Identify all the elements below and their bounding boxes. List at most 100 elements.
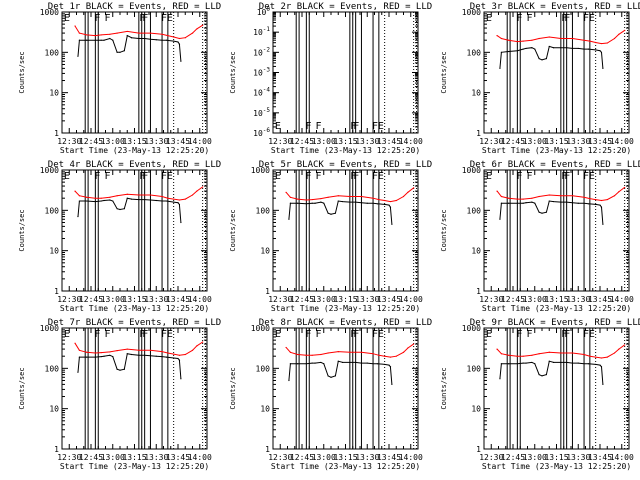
panel-title: Det 7r BLACK = Events, RED = LLD <box>48 318 221 328</box>
events-data-point <box>548 200 550 202</box>
y-tick-label: 1000 <box>40 8 59 17</box>
events-data-point <box>289 363 291 365</box>
flag-label: F <box>305 329 311 340</box>
lld-data-point <box>402 351 405 353</box>
lld-data-point <box>618 348 620 350</box>
events-data-point <box>109 37 111 40</box>
lld-data-point <box>178 37 181 40</box>
x-tick-label: 13:15 <box>544 137 568 146</box>
flag-label: F <box>161 171 167 182</box>
y-tick-label: 1 <box>54 287 59 296</box>
y-axis-label: Counts/sec <box>18 209 26 251</box>
flag-label: F <box>105 171 111 182</box>
lld-data-point <box>191 194 194 196</box>
events-data-point <box>516 363 518 365</box>
lld-data-point <box>624 344 626 346</box>
events-data-point <box>327 212 329 214</box>
events-data-point <box>155 199 157 202</box>
lld-data-point <box>94 352 96 354</box>
events-data-point <box>180 221 182 224</box>
lld-series-line <box>285 343 414 358</box>
x-tick-label: 13:45 <box>588 453 612 462</box>
events-data-point <box>583 202 585 204</box>
events-data-point <box>314 202 316 204</box>
x-tick-label: 14:00 <box>610 295 634 304</box>
events-data-point <box>384 203 386 206</box>
lld-data-point <box>372 353 374 355</box>
events-data-point <box>553 200 555 203</box>
lld-data-point <box>74 25 76 27</box>
events-data-point <box>391 223 393 225</box>
flag-label: F <box>316 329 322 340</box>
lld-data-point <box>196 190 198 192</box>
lld-data-point <box>86 351 88 353</box>
lld-data-point <box>606 198 608 201</box>
flag-label: E <box>275 171 281 182</box>
flag-label: F <box>316 171 322 182</box>
lld-series-line <box>74 24 203 40</box>
events-data-point <box>342 200 344 203</box>
y-tick-label: 1000 <box>251 166 270 175</box>
events-data-point <box>583 363 585 365</box>
y-tick-label: 1 <box>54 129 59 138</box>
lld-data-point <box>522 40 524 42</box>
events-data-point <box>531 201 533 203</box>
flag-label: F <box>142 171 148 182</box>
events-data-point <box>522 202 524 204</box>
events-data-point <box>602 383 604 385</box>
x-tick-label: 13:45 <box>588 137 612 146</box>
lld-data-point <box>613 37 616 40</box>
lld-data-point <box>161 350 163 353</box>
flag-label: F <box>372 171 378 182</box>
events-series-line <box>499 45 604 69</box>
y-tick-label: 1 <box>265 445 270 454</box>
lld-data-point <box>285 346 287 349</box>
events-data-point <box>516 50 518 52</box>
lld-data-point <box>196 28 198 30</box>
flag-label: F <box>105 329 111 340</box>
lld-data-point <box>116 195 118 197</box>
x-tick-label: 13:45 <box>166 453 190 462</box>
events-data-point <box>600 366 603 368</box>
events-data-point <box>126 34 128 37</box>
events-data-point <box>553 361 555 364</box>
lld-data-point <box>167 34 169 37</box>
events-data-point <box>500 202 502 204</box>
events-data-point <box>100 39 102 41</box>
lld-data-point <box>560 37 562 40</box>
events-data-point <box>126 353 128 355</box>
events-data-point <box>178 359 181 361</box>
lld-data-point <box>389 200 392 203</box>
events-data-point <box>131 353 133 356</box>
y-axis-label: Counts/sec <box>18 367 26 409</box>
events-data-point <box>161 200 163 202</box>
events-data-point <box>165 200 167 202</box>
events-data-point <box>155 39 157 41</box>
flag-label: E <box>64 13 70 24</box>
lld-data-point <box>624 29 626 31</box>
x-tick-label: 12:30 <box>57 453 81 462</box>
events-data-point <box>337 360 339 362</box>
lld-data-point <box>413 187 415 189</box>
events-data-point <box>541 59 543 61</box>
lld-data-point <box>583 353 585 356</box>
events-data-point <box>138 354 140 356</box>
flag-label: F <box>353 329 359 340</box>
events-data-point <box>531 361 533 364</box>
lld-data-point <box>395 199 397 202</box>
y-tick-label: 10 <box>471 89 481 98</box>
x-tick-label: 14:00 <box>610 137 634 146</box>
lld-data-point <box>126 348 128 350</box>
flag-label: F <box>372 121 378 132</box>
flag-label: E <box>167 171 173 182</box>
x-tick-label: 13:15 <box>122 137 146 146</box>
x-tick-label: 13:30 <box>355 453 379 462</box>
lld-data-point <box>384 355 386 357</box>
events-data-point <box>334 212 336 214</box>
events-data-point <box>566 201 568 203</box>
x-tick-label: 13:00 <box>523 137 547 146</box>
lld-data-point <box>378 354 380 356</box>
events-data-point <box>180 378 182 380</box>
panel-title: Det 5r BLACK = Events, RED = LLD <box>259 160 432 170</box>
lld-data-point <box>395 355 397 357</box>
